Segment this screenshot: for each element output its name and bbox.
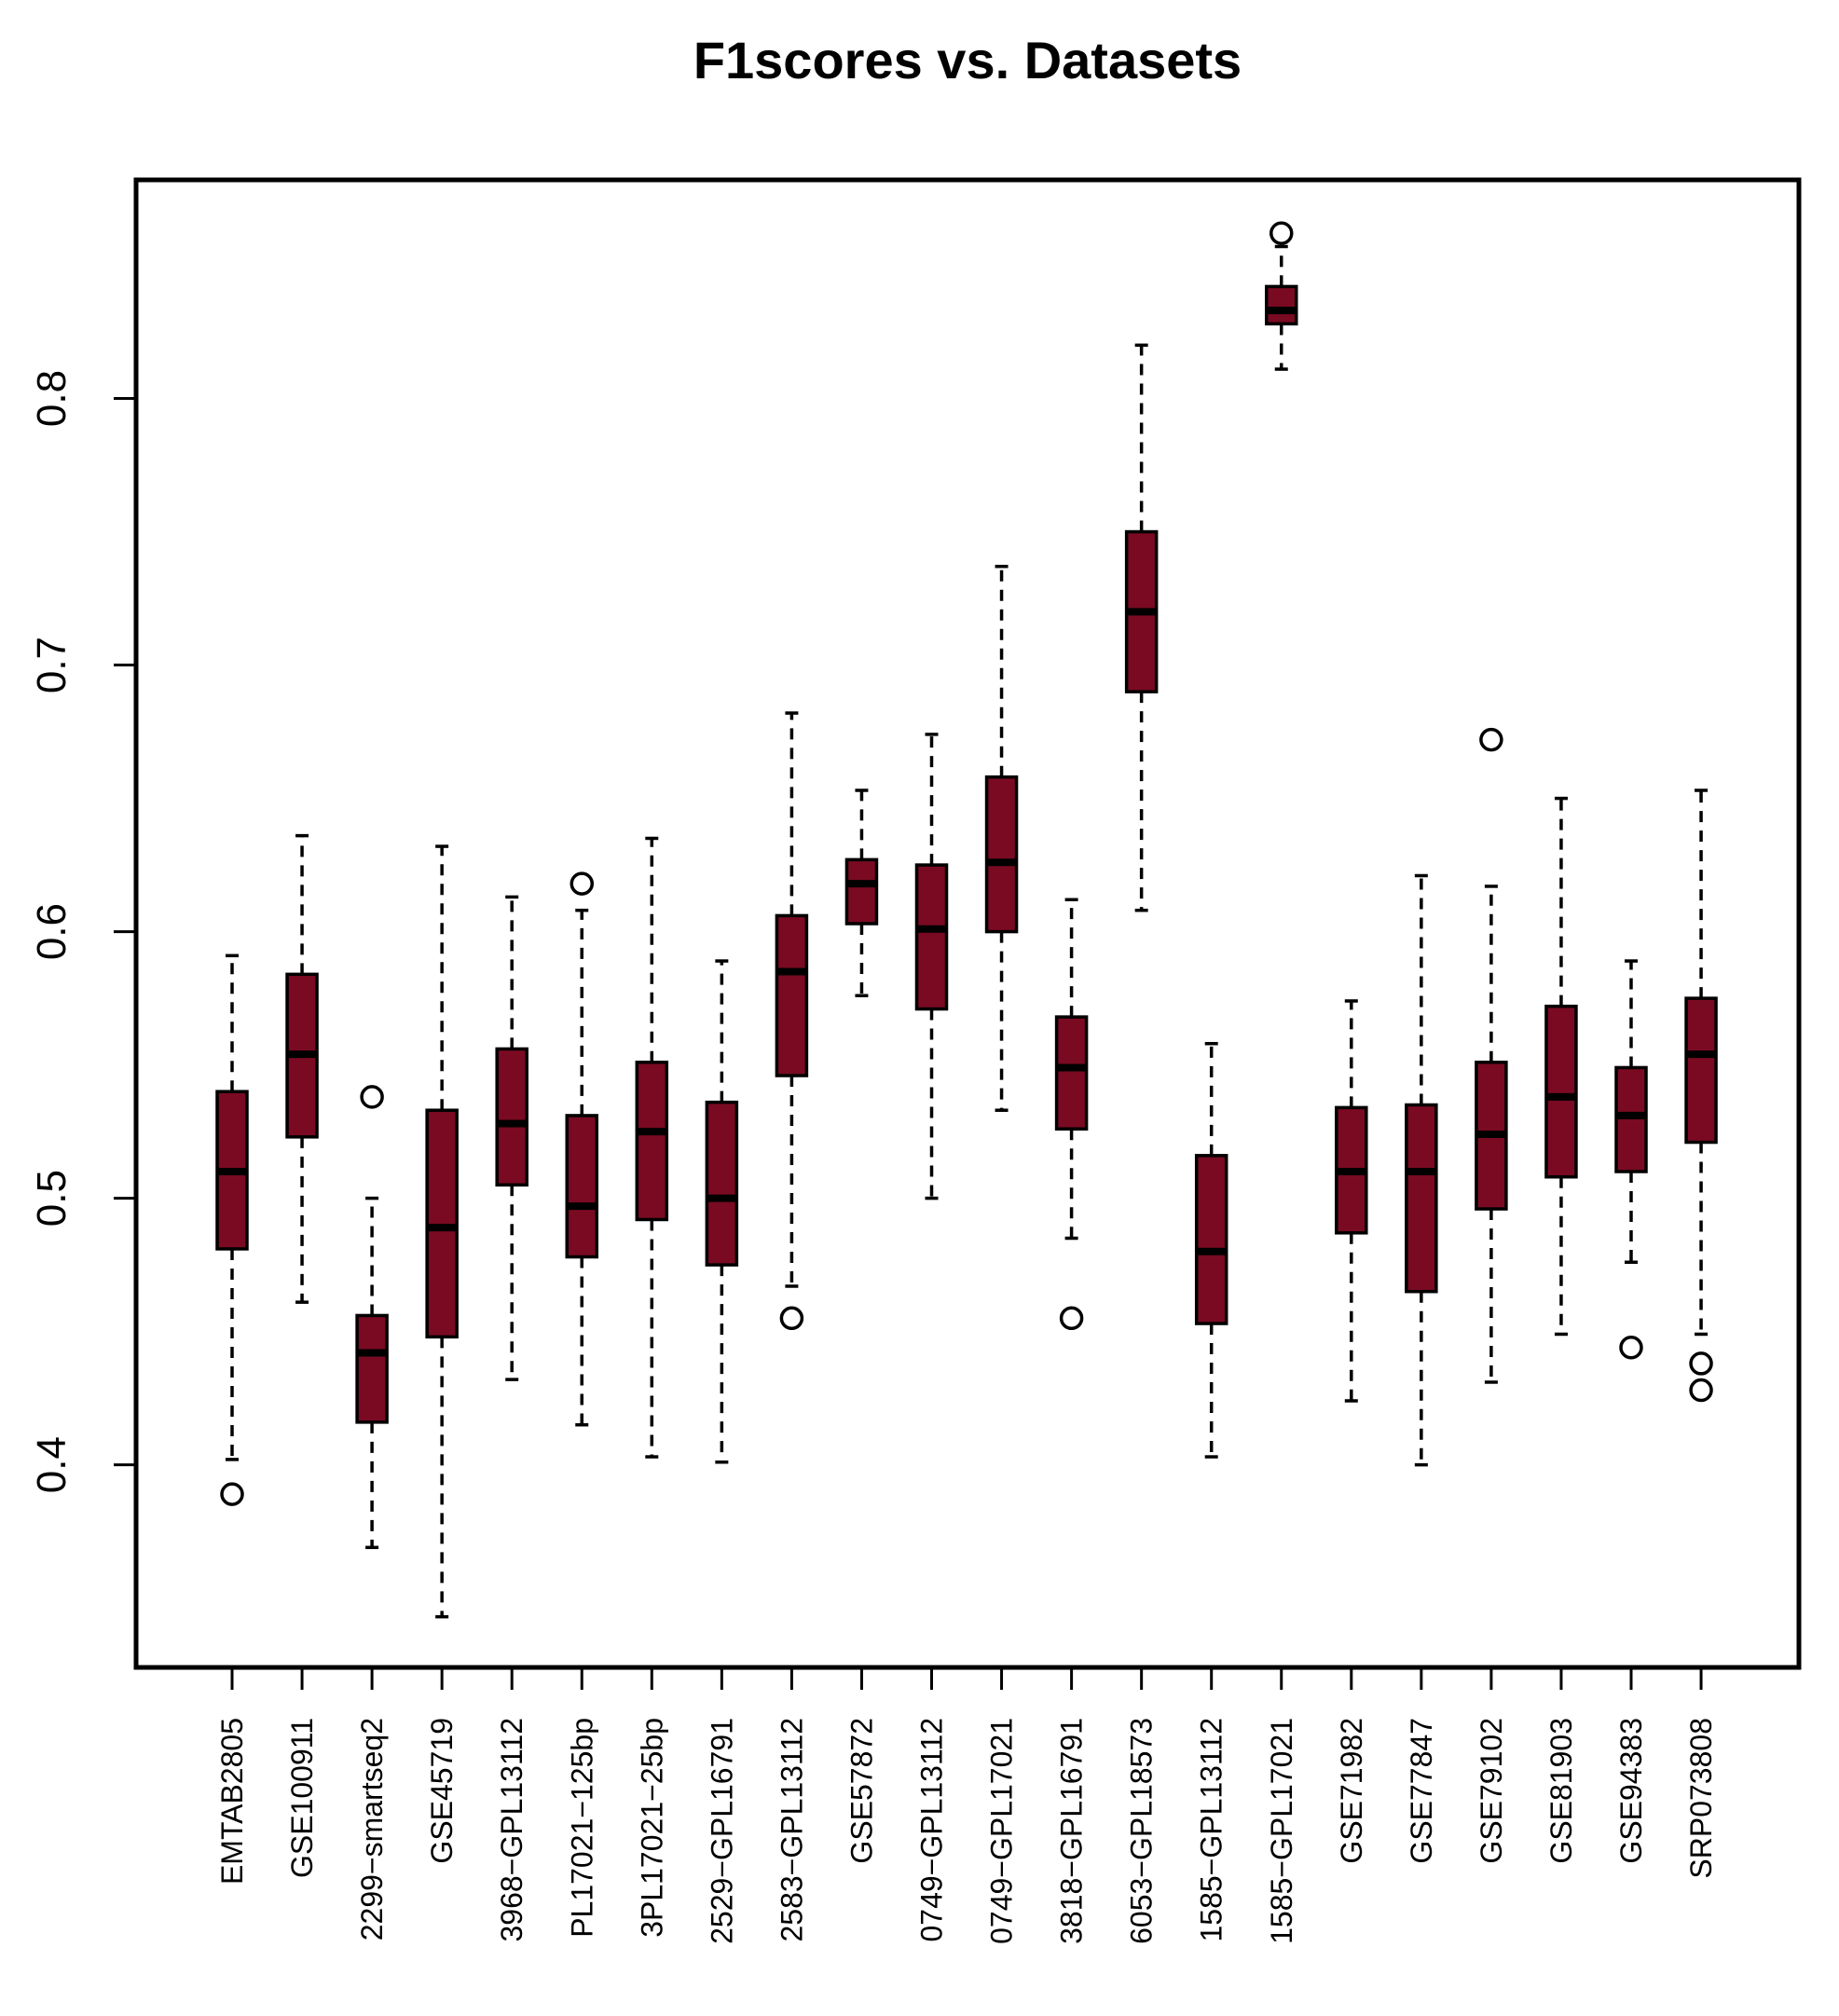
box-group — [1124, 343, 1159, 912]
box-group — [1194, 1041, 1228, 1459]
chart-title: F1scores vs. Datasets — [693, 31, 1242, 89]
x-tick-label: GSE71982 — [1335, 1718, 1368, 1864]
x-tick-label: 3PL17021−25bp — [635, 1718, 668, 1938]
box-iqr — [1684, 996, 1718, 1145]
box-group — [984, 564, 1019, 1112]
outlier-point — [360, 1085, 384, 1109]
box-group — [1684, 789, 1718, 1403]
box-group — [1054, 898, 1089, 1331]
y-tick-label: 0.5 — [29, 1170, 75, 1227]
box-group — [425, 844, 459, 1619]
outlier-point — [779, 1306, 804, 1331]
box-iqr — [1405, 1103, 1438, 1294]
box-iqr — [1544, 1004, 1578, 1179]
x-tick-label: 2299−smartseq2 — [355, 1718, 389, 1941]
y-tick-label: 0.6 — [29, 903, 75, 960]
box-iqr — [635, 1060, 669, 1222]
box-iqr — [1054, 1015, 1089, 1131]
box-group — [1405, 873, 1438, 1467]
box-group — [215, 953, 249, 1506]
box-group — [565, 871, 598, 1427]
x-tick-label: GSE79102 — [1475, 1718, 1508, 1864]
box-group — [1544, 796, 1578, 1337]
outlier-point — [1689, 1378, 1713, 1403]
y-axis: 0.4 0.5 0.6 0.7 0.8 — [29, 370, 138, 1493]
x-tick-label: 1585−GPL13112 — [1195, 1718, 1228, 1942]
x-tick-label: GSE57872 — [844, 1718, 878, 1864]
box-iqr — [425, 1108, 459, 1339]
box-iqr — [705, 1100, 739, 1267]
outlier-point — [1059, 1306, 1084, 1331]
x-tick-label: 6053−GPL18573 — [1125, 1718, 1159, 1944]
x-tick-label: PL17021−125bp — [565, 1718, 598, 1938]
box-group — [635, 836, 669, 1459]
y-tick-label: 0.4 — [29, 1436, 75, 1493]
box-iqr — [495, 1047, 528, 1187]
box-iqr — [1614, 1065, 1648, 1173]
x-tick-label: GSE45719 — [425, 1718, 459, 1864]
x-axis: EMTAB2805 GSE100911 2299−smartseq2 GSE45719… — [215, 1667, 1718, 1944]
box-group — [914, 733, 949, 1200]
outlier-point — [220, 1482, 244, 1506]
box-group — [1265, 221, 1298, 371]
box-group — [285, 833, 319, 1304]
x-tick-label: 0749−GPL13112 — [915, 1718, 949, 1942]
x-tick-label: 3968−GPL13112 — [495, 1718, 528, 1942]
box-iqr — [775, 913, 809, 1077]
x-tick-label: 2529−GPL16791 — [705, 1718, 738, 1944]
box-iqr — [914, 863, 949, 1011]
box-iqr — [844, 857, 879, 926]
box-group — [844, 789, 879, 997]
x-tick-label: GSE81903 — [1544, 1718, 1578, 1864]
outlier-point — [570, 871, 594, 896]
x-tick-label: 0749−GPL17021 — [985, 1718, 1019, 1944]
x-tick-label: 3818−GPL16791 — [1055, 1718, 1089, 1944]
box-iqr — [1194, 1154, 1228, 1325]
outlier-point — [1269, 221, 1294, 245]
box-group — [1335, 999, 1368, 1403]
box-group — [1475, 727, 1508, 1384]
y-tick-label: 0.8 — [29, 370, 75, 427]
x-tick-label: 2583−GPL13112 — [775, 1718, 808, 1942]
box-group — [1614, 959, 1648, 1360]
box-iqr — [1265, 284, 1298, 326]
box-iqr — [355, 1313, 389, 1424]
boxes — [215, 221, 1718, 1619]
box-iqr — [984, 775, 1019, 934]
x-tick-label: SRP073808 — [1684, 1718, 1718, 1879]
box-iqr — [565, 1114, 598, 1259]
box-group — [495, 895, 528, 1381]
box-group — [775, 711, 809, 1331]
y-tick-label: 0.7 — [29, 637, 75, 693]
outlier-point — [1689, 1351, 1713, 1376]
x-tick-label: GSE94383 — [1614, 1718, 1648, 1864]
plot-frame — [133, 177, 1802, 1670]
outlier-point — [1619, 1336, 1643, 1360]
outlier-point — [1479, 727, 1503, 752]
box-group — [355, 1085, 389, 1550]
x-tick-label: EMTAB2805 — [215, 1718, 249, 1885]
x-tick-label: GSE100911 — [285, 1718, 319, 1878]
x-tick-label: GSE77847 — [1405, 1718, 1438, 1864]
box-group — [705, 959, 739, 1464]
x-tick-label: 1585−GPL17021 — [1265, 1718, 1298, 1944]
